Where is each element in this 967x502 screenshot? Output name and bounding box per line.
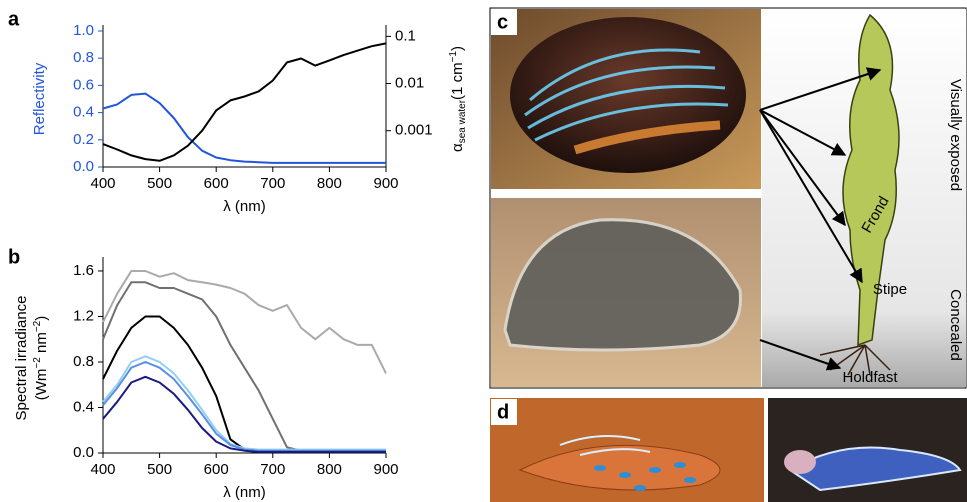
- y-tick-label: 1.0: [73, 22, 94, 39]
- y-tick-label: 1.6: [73, 262, 94, 279]
- x-tick-label: 900: [373, 461, 398, 478]
- label-part: sea water: [457, 99, 468, 143]
- x-tick-label: 400: [90, 175, 115, 192]
- exposed-label: Visually exposed: [947, 79, 964, 191]
- iridescent-stripes: [524, 48, 729, 142]
- x-tick-label: 600: [204, 175, 229, 192]
- panel-d: d: [490, 398, 967, 502]
- y-tick-label: 0.8: [73, 353, 94, 370]
- y2-tick-label: 0.1: [395, 27, 416, 44]
- panel-c: Frond Stipe Holdfast Visually exposed Co…: [489, 7, 967, 389]
- label-box: [491, 9, 517, 35]
- x-axis-label: λ (nm): [223, 198, 266, 215]
- y2-axis-label: αsea water(1 cm−1): [448, 46, 468, 152]
- data-line: [102, 270, 387, 374]
- label-part: ): [449, 46, 466, 51]
- label-part: −1: [448, 51, 459, 63]
- y-tick-label: 0.4: [73, 104, 94, 121]
- y-axis-label: Spectral irradiance: [13, 295, 30, 420]
- data-line: [102, 361, 386, 452]
- x-tick-label: 700: [260, 175, 285, 192]
- data-line: [102, 375, 386, 453]
- stipe-label: Stipe: [873, 281, 907, 298]
- data-line: [102, 42, 387, 162]
- x-tick-label: 900: [373, 175, 398, 192]
- panel-label: c: [497, 11, 508, 33]
- label-part: α: [449, 143, 466, 152]
- shell: [510, 17, 746, 173]
- y-axis-label: (Wm−2 nm−2): [32, 316, 50, 400]
- x-tick-label: 500: [147, 175, 172, 192]
- y-tick-label: 0.6: [73, 76, 94, 93]
- x-tick-label: 400: [90, 461, 115, 478]
- x-tick-label: 800: [317, 461, 342, 478]
- panel-label: b: [8, 246, 20, 268]
- spots: [594, 462, 696, 491]
- x-tick-label: 800: [317, 175, 342, 192]
- x-tick-label: 700: [260, 461, 285, 478]
- slug: [788, 446, 962, 492]
- x-tick-label: 500: [147, 461, 172, 478]
- label-part: (Wm: [33, 369, 50, 401]
- mantle: [573, 120, 721, 155]
- x-axis-label: λ (nm): [223, 484, 266, 501]
- data-line: [102, 355, 386, 451]
- label-box: [491, 399, 517, 425]
- y2-tick-label: 0.01: [395, 75, 424, 92]
- slug-head: [784, 450, 816, 474]
- y-tick-label: 0.0: [73, 444, 94, 461]
- holdfast-label: Holdfast: [842, 369, 898, 386]
- y-tick-label: 0.4: [73, 398, 94, 415]
- data-line: [102, 92, 386, 164]
- y-tick-label: 0.0: [73, 158, 94, 175]
- slug: [518, 444, 721, 491]
- concealed-label: Concealed: [947, 289, 964, 361]
- clear-shell: [503, 218, 742, 352]
- x-tick-label: 600: [204, 461, 229, 478]
- y-tick-label: 0.8: [73, 49, 94, 66]
- data-line: [102, 315, 386, 452]
- panel-label: d: [497, 401, 509, 423]
- label-part: nm: [33, 332, 50, 357]
- arrows: [759, 67, 882, 371]
- data-line: [102, 281, 386, 452]
- label-part: −2: [32, 357, 43, 369]
- y-tick-label: 0.2: [73, 131, 94, 148]
- label-part: −2: [32, 320, 43, 332]
- y-tick-label: 1.2: [73, 307, 94, 324]
- y-axis-label: Reflectivity: [31, 62, 48, 135]
- panel-label: a: [8, 8, 20, 30]
- label-part: ): [33, 316, 50, 321]
- y2-tick-label: 0.001: [395, 122, 433, 139]
- label-part: (1 cm: [449, 62, 466, 100]
- stripes: [559, 435, 651, 456]
